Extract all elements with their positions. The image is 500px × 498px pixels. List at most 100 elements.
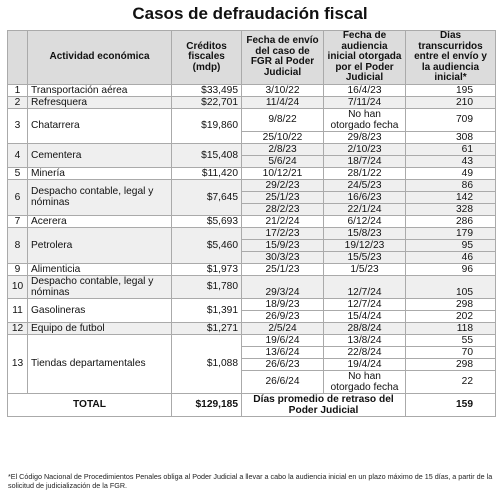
hearing-date-cell: 16/6/23 <box>323 190 406 204</box>
total-credit: $129,185 <box>171 392 242 417</box>
table-row: 11 Gasolineras $1,391 18/9/23 12/7/24 298 <box>7 297 496 323</box>
case-number: 10 <box>7 274 28 299</box>
average-delay-label: Días promedio de retraso del Poder Judic… <box>241 392 406 417</box>
case-number: 1 <box>7 83 28 97</box>
sent-date-cell: 19/6/24 <box>241 333 324 347</box>
hearing-date-cell: 7/11/24 <box>323 95 406 109</box>
header-credits: Créditos fiscales (mdp) <box>171 30 242 85</box>
sent-date-cell: 26/9/23 <box>241 309 324 323</box>
activity-cell: Despacho contable, legal y nóminas <box>27 178 172 216</box>
hearing-date-cell: 15/5/23 <box>323 250 406 264</box>
sent-date-cell: 21/2/24 <box>241 214 324 228</box>
case-number: 7 <box>7 214 28 228</box>
table-row: 2 Refresquera $22,701 11/4/24 7/11/24 210 <box>7 95 496 109</box>
case-number: 4 <box>7 142 28 168</box>
days-cell: 328 <box>405 202 496 216</box>
hearing-date-cell: 13/8/24 <box>323 333 406 347</box>
table-row: 5 Minería $11,420 10/12/21 28/1/22 49 <box>7 166 496 180</box>
table-row: 8 Petrolera $5,460 17/2/23 15/8/23 179 <box>7 226 496 264</box>
activity-cell: Refresquera <box>27 95 172 109</box>
days-cell: 105 <box>405 274 496 299</box>
table-row: 4 Cementera $15,408 2/8/23 2/10/23 61 <box>7 142 496 168</box>
hearing-date-cell: 1/5/23 <box>323 262 406 276</box>
hearing-date-cell: 15/4/24 <box>323 309 406 323</box>
sent-date-cell: 17/2/23 <box>241 226 324 240</box>
sent-date-cell: 11/4/24 <box>241 95 324 109</box>
case-number: 9 <box>7 262 28 276</box>
header-days: Días transcurridos entre el envío y la a… <box>405 30 496 85</box>
table-row: 13 Tiendas departamentales $1,088 19/6/24 13… <box>7 333 496 394</box>
days-cell: 49 <box>405 166 496 180</box>
sent-date-cell: 28/2/23 <box>241 202 324 216</box>
days-cell: 46 <box>405 250 496 264</box>
header-row: Actividad económica Créditos fiscales (m… <box>7 30 496 85</box>
table-row: 6 Despacho contable, legal y nóminas $7,64… <box>7 178 496 216</box>
activity-cell: Equipo de futbol <box>27 321 172 335</box>
activity-cell: Minería <box>27 166 172 180</box>
sent-date-cell: 25/1/23 <box>241 262 324 276</box>
credit-cell: $19,860 <box>171 107 242 144</box>
case-number: 3 <box>7 107 28 144</box>
days-cell: 709 <box>405 107 496 132</box>
days-cell: 210 <box>405 95 496 109</box>
days-cell: 308 <box>405 130 496 144</box>
sent-date-cell: 25/10/22 <box>241 130 324 144</box>
activity-cell: Despacho contable, legal y nóminas <box>27 274 172 299</box>
activity-cell: Tiendas departamentales <box>27 333 172 394</box>
credit-cell: $1,780 <box>171 274 242 299</box>
table-row: 3 Chatarrera $19,860 9/8/22 No han otorgado … <box>7 107 496 144</box>
sent-date-cell: 2/5/24 <box>241 321 324 335</box>
days-cell: 179 <box>405 226 496 240</box>
hearing-date-cell: 22/1/24 <box>323 202 406 216</box>
case-number: 6 <box>7 178 28 216</box>
header-sent-date: Fecha de envío del caso de FGR al Poder … <box>241 30 324 85</box>
table-row: 12 Equipo de futbol $1,271 2/5/24 28/8/24 118 <box>7 321 496 335</box>
days-cell: 286 <box>405 214 496 228</box>
header-activity: Actividad económica <box>27 30 172 85</box>
header-number <box>7 30 28 85</box>
hearing-date-cell: 12/7/24 <box>323 297 406 311</box>
credit-cell: $5,460 <box>171 226 242 264</box>
table-row: 9 Alimenticia $1,973 25/1/23 1/5/23 96 <box>7 262 496 276</box>
days-cell: 298 <box>405 297 496 311</box>
sent-date-cell: 26/6/23 <box>241 357 324 371</box>
table-row: 26/9/23 15/4/24 202 <box>8 309 496 323</box>
table-row: 25/1/23 16/6/23 142 <box>8 190 496 204</box>
credit-cell: $1,391 <box>171 297 242 323</box>
table-row: 10 Despacho contable, legal y nóminas $1,7… <box>7 274 496 299</box>
sent-date-cell: 13/6/24 <box>241 345 324 359</box>
credit-cell: $5,693 <box>171 214 242 228</box>
table-row: 30/3/23 15/5/23 46 <box>8 250 496 264</box>
credit-cell: $11,420 <box>171 166 242 180</box>
sent-date-cell: 25/1/23 <box>241 190 324 204</box>
activity-cell: Petrolera <box>27 226 172 264</box>
sent-date-cell: 3/10/22 <box>241 83 324 97</box>
table-row: 26/6/24 No han otorgado fecha 22 <box>8 369 496 394</box>
credit-cell: $1,973 <box>171 262 242 276</box>
case-number: 5 <box>7 166 28 180</box>
case-number: 11 <box>7 297 28 323</box>
days-cell: 22 <box>405 369 496 394</box>
hearing-date-cell: 16/4/23 <box>323 83 406 97</box>
hearing-date-cell: 28/1/22 <box>323 166 406 180</box>
days-cell: 70 <box>405 345 496 359</box>
case-number: 8 <box>7 226 28 264</box>
credit-cell: $7,645 <box>171 178 242 216</box>
hearing-date-cell: 29/8/23 <box>323 130 406 144</box>
hearing-date-cell: No han otorgado fecha <box>323 369 406 394</box>
days-cell: 118 <box>405 321 496 335</box>
sent-date-cell: 29/2/23 <box>241 178 324 192</box>
activity-cell: Alimenticia <box>27 262 172 276</box>
average-delay-value: 159 <box>405 392 496 417</box>
sent-date-cell: 2/8/23 <box>241 142 324 156</box>
case-number: 12 <box>7 321 28 335</box>
hearing-date-cell: 12/7/24 <box>323 274 406 299</box>
hearing-date-cell: 2/10/23 <box>323 142 406 156</box>
days-cell: 202 <box>405 309 496 323</box>
activity-cell: Transportación aérea <box>27 83 172 97</box>
footnote: *El Código Nacional de Procedimientos Pe… <box>8 472 493 490</box>
activity-cell: Acerera <box>27 214 172 228</box>
page-title: Casos de defraudación fiscal <box>132 4 368 23</box>
days-cell: 142 <box>405 190 496 204</box>
sent-date-cell: 5/6/24 <box>241 154 324 168</box>
